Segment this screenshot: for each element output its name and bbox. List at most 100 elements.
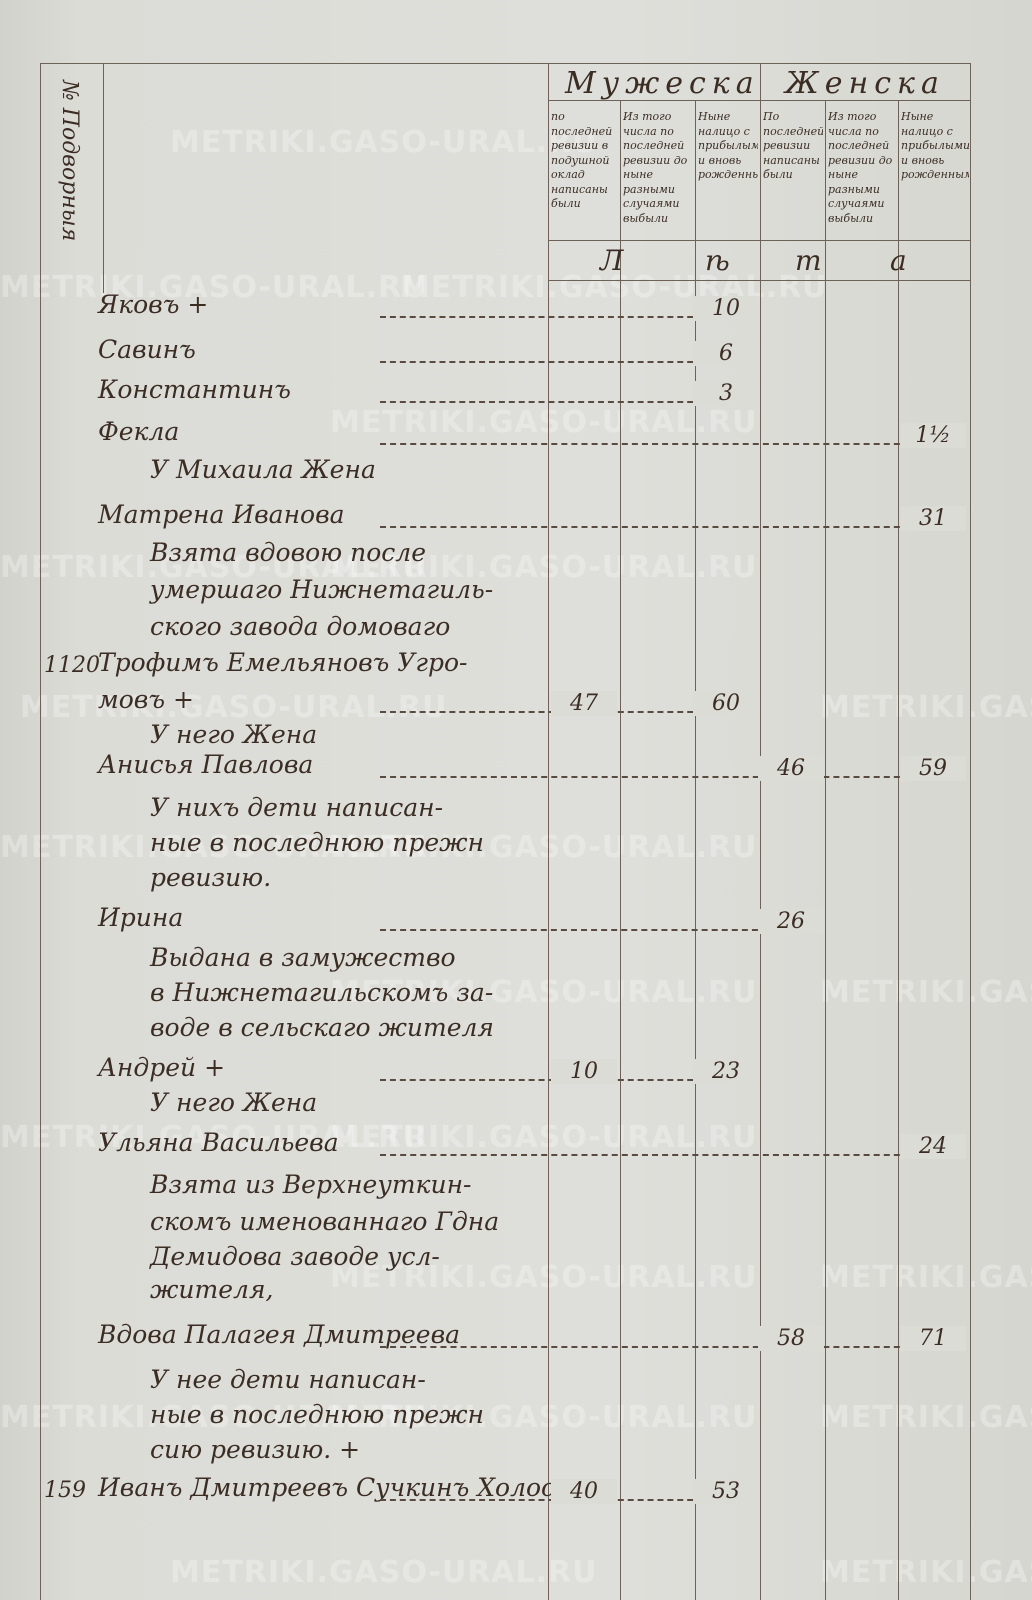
watermark: METRIKI.GASO-URAL.RU (330, 975, 758, 1010)
watermark: METRIKI.GASO-URAL.RU (820, 690, 1032, 725)
female-now-age: 24 (900, 1134, 966, 1159)
leader-dashes (380, 1499, 713, 1501)
entry-text: Ульяна Васильева (98, 1128, 339, 1157)
column-border (898, 100, 899, 1600)
years-label-letter: ѣ (705, 244, 730, 277)
entry-text: У нихъ дети написан- (150, 793, 444, 822)
leader-dashes (380, 776, 920, 778)
entry-text: Анисья Павлова (98, 750, 314, 779)
entry-text: У него Жена (150, 720, 318, 749)
entry-text: Ирина (98, 903, 184, 932)
male-col-1-header: по последней ревизии в подушной оклад на… (551, 110, 613, 210)
male-last-age: 10 (551, 1059, 617, 1084)
column-border (103, 63, 104, 293)
entry-text: сию ревизию. + (150, 1435, 361, 1464)
entry-text: Андрей + (98, 1053, 226, 1082)
male-col-3-header: Ныне налицо с прибылыми и вновь рожденны… (698, 110, 758, 181)
entry-text: У Михаила Жена (150, 455, 376, 484)
entry-text: жителя, (150, 1275, 274, 1304)
female-header: Женска (785, 66, 945, 101)
entry-text: Вдова Палагея Дмитреева (98, 1320, 461, 1349)
years-label-letter: Л (600, 244, 624, 277)
column-border (825, 100, 826, 1600)
watermark: METRIKI.GASO-URAL.RU (820, 975, 1032, 1010)
male-header: Мужеска (565, 66, 760, 101)
female-col-1-header: По последней ревизии написаны были (763, 110, 823, 181)
female-now-age: 71 (900, 1326, 966, 1351)
watermark: METRIKI.GASO-URAL.RU (330, 830, 758, 865)
leader-dashes (380, 1154, 920, 1156)
entry-text: мовъ + (98, 685, 194, 714)
female-now-age: 1½ (900, 423, 966, 448)
watermark: METRIKI.GASO-URAL.RU (820, 1555, 1032, 1590)
watermark: METRIKI.GASO-URAL.RU (0, 270, 428, 305)
male-now-age: 23 (693, 1059, 759, 1084)
female-col-3-header: Ныне налицо с прибылыми и вновь рожденны… (901, 110, 969, 181)
male-now-age: 3 (693, 381, 759, 406)
male-last-age: 40 (551, 1479, 617, 1504)
watermark: METRIKI.GASO-URAL.RU (330, 1120, 758, 1155)
leader-dashes (380, 526, 920, 528)
entry-text: ского завода домоваго (150, 612, 451, 641)
male-now-age: 10 (693, 296, 759, 321)
entry-text: Взята из Верхнеуткин- (150, 1170, 472, 1199)
watermark: METRIKI.GASO-URAL.RU (0, 1400, 428, 1435)
entry-text: ные в последнюю прежн (150, 828, 484, 857)
entry-text: умершаго Нижнетагиль- (150, 575, 494, 604)
female-last-age: 26 (758, 909, 824, 934)
entry-text: Выдана в замужество (150, 943, 456, 972)
column-border (548, 63, 549, 1600)
entry-text: Яковъ + (98, 290, 209, 319)
female-last-age: 46 (758, 756, 824, 781)
leader-dashes (380, 401, 713, 403)
column-border (970, 63, 971, 1600)
watermark: METRIKI.GASO-URAL.RU (820, 1400, 1032, 1435)
watermark: METRIKI.GASO-URAL.RU (170, 1555, 598, 1590)
male-now-age: 60 (693, 691, 759, 716)
watermark: METRIKI.GASO-URAL.RU (820, 1260, 1032, 1295)
entry-text: Трофимъ Емельяновъ Угро- (98, 648, 468, 677)
watermark: METRIKI.GASO-URAL.RU (0, 830, 428, 865)
watermark: METRIKI.GASO-URAL.RU (0, 550, 428, 585)
entry-text: скомъ именованнаго Гдна (150, 1207, 500, 1236)
female-now-age: 31 (900, 506, 966, 531)
column-border (760, 63, 761, 1600)
leader-dashes (380, 361, 713, 363)
household-number-header: № Подворныя (57, 80, 82, 242)
entry-text: воде в сельскаго жителя (150, 1013, 494, 1042)
male-last-age: 47 (551, 691, 617, 716)
household-number: 159 (44, 1478, 86, 1503)
leader-dashes (380, 929, 778, 931)
watermark: METRIKI.GASO-URAL.RU (330, 1260, 758, 1295)
entry-text: Константинъ (98, 375, 291, 404)
male-col-2-header: Из того числа по последней ревизии до ны… (623, 110, 688, 225)
leader-dashes (380, 711, 713, 713)
entry-text: У него Жена (150, 1088, 318, 1117)
female-now-age: 59 (900, 756, 966, 781)
entry-text: Савинъ (98, 335, 196, 364)
entry-text: в Нижнетагильскомъ за- (150, 978, 494, 1007)
leader-dashes (380, 316, 713, 318)
header-divider (548, 280, 970, 281)
years-label-letter: т (795, 244, 822, 277)
watermark: METRIKI.GASO-URAL.RU (0, 1120, 428, 1155)
column-border (620, 100, 621, 1600)
watermark: METRIKI.GASO-URAL.RU (330, 1400, 758, 1435)
entry-text: ные в последнюю прежн (150, 1400, 484, 1429)
entry-text: Матрена Иванова (98, 500, 345, 529)
female-col-2-header: Из того числа по последней ревизии до ны… (828, 110, 893, 225)
entry-text: У нее дети написан- (150, 1365, 426, 1394)
male-now-age: 6 (693, 341, 759, 366)
entry-text: Взята вдовою после (150, 538, 426, 567)
years-label-letter: а (890, 244, 907, 277)
watermark: METRIKI.GASO-URAL.RU (20, 690, 448, 725)
male-now-age: 53 (693, 1479, 759, 1504)
watermark: METRIKI.GASO-URAL.RU (170, 125, 598, 160)
household-number: 1120 (44, 653, 100, 678)
header-divider (548, 100, 970, 101)
entry-text: ревизию. (150, 863, 272, 892)
leader-dashes (380, 443, 920, 445)
entry-text: Фекла (98, 417, 180, 446)
watermark: METRIKI.GASO-URAL.RU (330, 550, 758, 585)
column-border (40, 63, 41, 1600)
